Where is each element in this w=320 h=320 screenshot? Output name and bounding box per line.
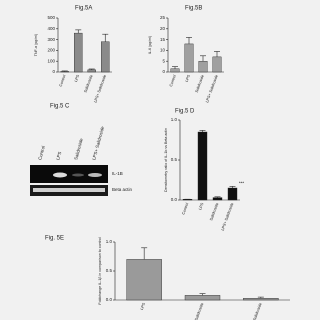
x-tick-label: Control (169, 74, 177, 87)
y-axis-label: Densitometry ratio of IL-1b vs Beta acti… (164, 128, 168, 192)
x-tick-label: LPS (140, 302, 146, 311)
bar (170, 68, 180, 73)
bar (184, 43, 194, 73)
y-tick-label: 20 (160, 26, 166, 31)
x-tick-label: LPS (74, 74, 80, 83)
x-tick-label: Salidroside (83, 74, 93, 93)
x-tick-label: Salidroside (194, 302, 204, 320)
y-tick-label: 0.5 (171, 157, 178, 162)
bar (87, 69, 96, 73)
lane-label: Control (37, 145, 46, 160)
y-tick-label: 0.0 (171, 197, 178, 202)
chart-title: Fig.5B (185, 6, 202, 12)
blot-title: Fig.5 C (50, 104, 70, 110)
chart-title: Fig. 5E (45, 236, 64, 242)
bar (212, 197, 223, 201)
x-tick-label: Control (181, 202, 189, 215)
band-label: Beta actin (112, 187, 133, 192)
band-label: IL-1B (112, 171, 123, 176)
bar (73, 32, 83, 73)
y-tick-label: 5 (162, 58, 165, 63)
band (33, 188, 105, 192)
bar (184, 295, 221, 301)
y-tick-label: 200 (47, 48, 55, 53)
band (72, 173, 84, 177)
blot-il1b (30, 165, 108, 183)
y-tick-label: 0 (162, 69, 165, 74)
bar (227, 187, 238, 201)
chart-title: Fig.5A (75, 6, 92, 12)
y-tick-label: 0 (52, 69, 55, 74)
bar (126, 259, 162, 301)
x-tick-label: LPS (185, 74, 191, 83)
y-tick-label: 0.0 (106, 297, 113, 302)
y-tick-label: 0.5 (106, 268, 113, 273)
bar (60, 71, 70, 73)
lane-label: LPS (55, 151, 62, 161)
x-tick-label: Salidroside (195, 74, 205, 93)
band (53, 172, 67, 178)
bar (243, 298, 279, 301)
bar (197, 131, 208, 201)
y-tick-label: 10 (160, 48, 166, 53)
annotation: *** (239, 181, 245, 186)
x-tick-label: Salidroside (209, 202, 219, 221)
bar (198, 61, 208, 73)
y-tick-label: 1.0 (106, 239, 113, 244)
band (88, 173, 102, 177)
y-axis-label: IL-6 (pg/ml) (148, 36, 152, 54)
chart-title: Fig.5 D (175, 109, 195, 115)
y-tick-label: 1.0 (171, 117, 178, 122)
y-tick-label: 15 (160, 37, 166, 42)
y-axis-label: TNF-α (pg/ml) (34, 34, 38, 56)
bar (100, 41, 110, 73)
lane-label: Salidroside (73, 137, 84, 160)
y-tick-label: 300 (47, 37, 55, 42)
y-tick-label: 25 (160, 15, 166, 20)
x-tick-label: Control (59, 74, 67, 87)
y-tick-label: 500 (47, 15, 55, 20)
y-tick-label: 400 (47, 26, 55, 31)
bar (212, 56, 222, 73)
y-axis-label: Foldchange IL-1β in comparison to contro… (98, 237, 102, 304)
x-tick-label: LPS (198, 202, 204, 211)
y-tick-label: 100 (47, 58, 55, 63)
